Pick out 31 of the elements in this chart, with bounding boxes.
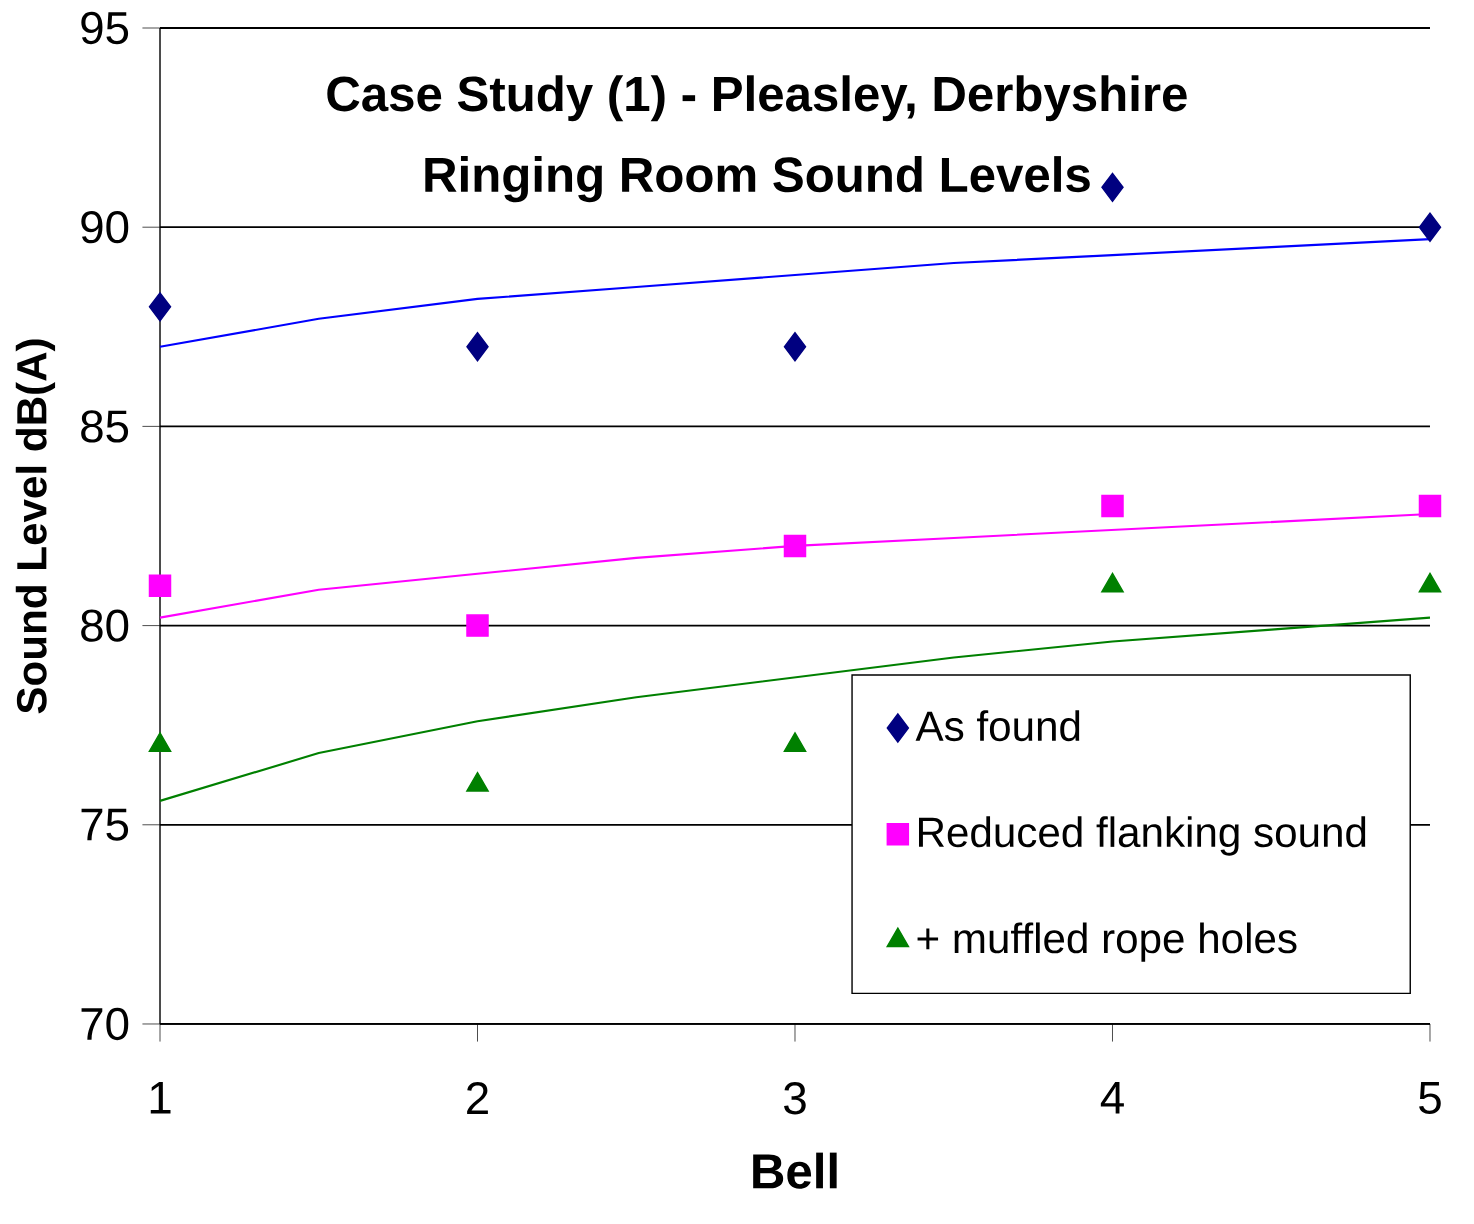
point	[783, 534, 807, 558]
x-axis-title: Bell	[753, 1152, 837, 1189]
text: Ringing Room Sound Levels	[425, 156, 1090, 203]
x-tick-label: 3	[784, 1082, 806, 1115]
point	[1418, 572, 1442, 593]
point	[148, 732, 172, 752]
y-tick-label: 75	[81, 808, 129, 841]
point	[1101, 172, 1124, 203]
legend-label: + muffled rope holes	[917, 922, 1297, 962]
point	[466, 331, 489, 362]
y-axis-title: Sound Level dB(A)	[15, 339, 56, 714]
y-tick-label: 95	[81, 11, 129, 45]
y-tick-label: 90	[81, 211, 129, 244]
x-tick-label: 4	[1100, 1082, 1124, 1114]
text: Case Study (1) - Pleasley, Derbyshire	[327, 75, 1187, 122]
point	[1418, 494, 1442, 518]
y-tick-label: 85	[81, 410, 129, 443]
point	[1418, 212, 1442, 242]
x-tick-label: 5	[1419, 1082, 1441, 1114]
point	[1101, 494, 1124, 518]
legend-label: As found	[915, 710, 1080, 742]
y-tick-label: 70	[81, 1007, 129, 1041]
point	[783, 732, 807, 752]
x-tick-label: 2	[467, 1082, 488, 1114]
point	[148, 292, 172, 322]
point	[1101, 572, 1124, 593]
y-tick-label: 80	[81, 609, 129, 642]
x-tick-label: 1	[150, 1082, 171, 1114]
point	[783, 331, 807, 362]
legend-label: Reduced flanking sound	[919, 816, 1366, 856]
point	[466, 771, 489, 792]
